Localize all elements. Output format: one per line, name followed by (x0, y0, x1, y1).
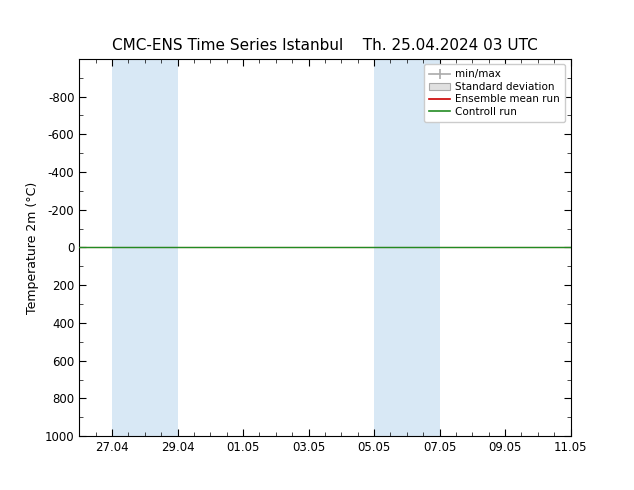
Title: CMC-ENS Time Series Istanbul    Th. 25.04.2024 03 UTC: CMC-ENS Time Series Istanbul Th. 25.04.2… (112, 39, 538, 53)
Legend: min/max, Standard deviation, Ensemble mean run, Controll run: min/max, Standard deviation, Ensemble me… (424, 64, 566, 122)
Bar (374, 59, 439, 436)
Bar (112, 59, 178, 436)
Y-axis label: Temperature 2m (°C): Temperature 2m (°C) (26, 181, 39, 314)
